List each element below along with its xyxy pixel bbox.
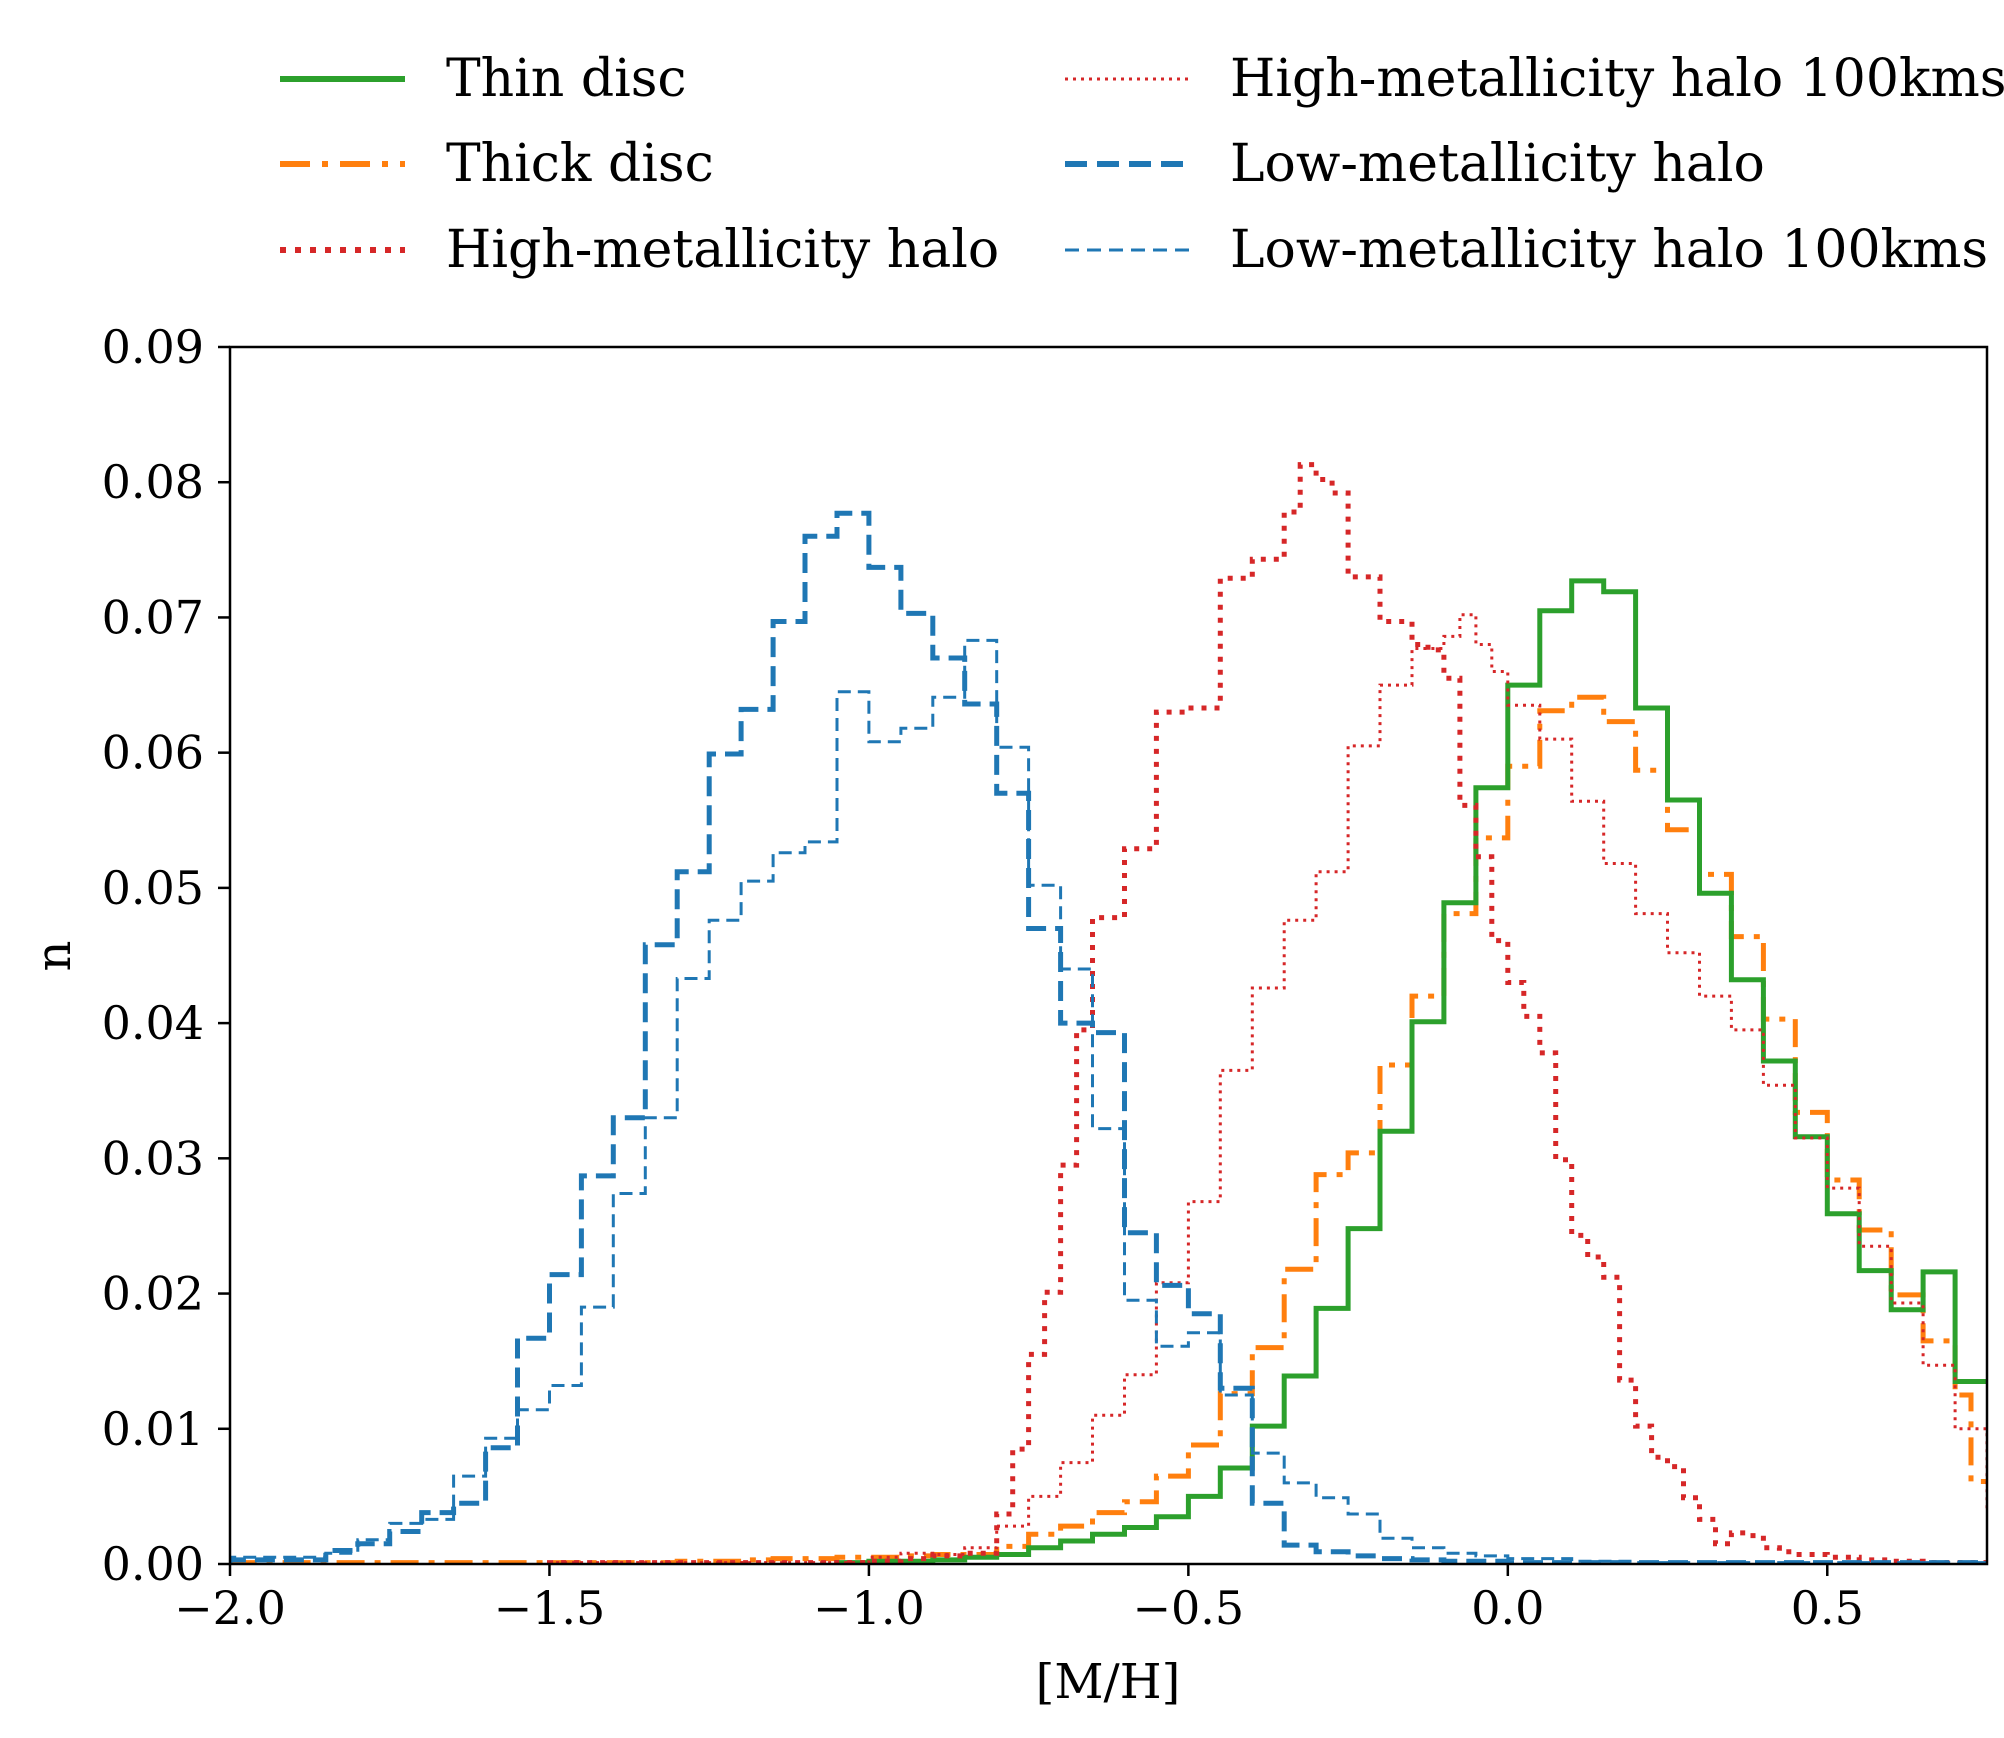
y-tick-label: 0.04	[102, 996, 204, 1050]
y-tick-label: 0.03	[102, 1131, 204, 1185]
legend-entry-high-metallicity-halo-100kms: High-metallicity halo 100kms	[1065, 49, 2004, 109]
y-tick-label: 0.06	[102, 726, 204, 780]
series-line-low-metallicity-halo	[230, 510, 1987, 1564]
y-tick-label: 0.05	[102, 861, 204, 915]
series-line-low-metallicity-halo-100kms	[230, 638, 1987, 1564]
x-tick-label: 0.0	[1471, 1581, 1544, 1635]
plot-frame	[228, 345, 1989, 1566]
x-tick-label: −1.0	[813, 1581, 925, 1635]
legend-label-thick-disc: Thick disc	[446, 134, 714, 194]
legend-label-low-metallicity-halo: Low-metallicity halo	[1230, 134, 1765, 194]
y-tick-label: 0.09	[102, 320, 204, 374]
legend-entry-low-metallicity-halo-100kms: Low-metallicity halo 100kms	[1065, 220, 1988, 280]
y-tick-label: 0.08	[102, 455, 204, 509]
legend-label-high-metallicity-halo-100kms: High-metallicity halo 100kms	[1230, 49, 2004, 109]
x-axis-ticks: −2.0 −1.5 −1.0 −0.5 0.0 0.5	[174, 1564, 1864, 1635]
y-tick-label: 0.07	[102, 590, 204, 644]
x-tick-label: 0.5	[1791, 1581, 1864, 1635]
legend-entry-thin-disc: Thin disc	[280, 49, 687, 109]
x-tick-label: −1.5	[494, 1581, 606, 1635]
legend-entry-thick-disc: Thick disc	[280, 134, 714, 194]
legend-label-low-metallicity-halo-100kms: Low-metallicity halo 100kms	[1230, 220, 1988, 280]
y-tick-label: 0.01	[102, 1402, 204, 1456]
legend-label-thin-disc: Thin disc	[446, 49, 687, 109]
series-line-thin-disc	[834, 578, 1987, 1564]
y-axis-label: n	[26, 941, 82, 972]
series-line-high-metallicity-halo	[547, 462, 1987, 1564]
x-tick-label: −0.5	[1133, 1581, 1245, 1635]
series-line-high-metallicity-halo-100kms	[548, 613, 1987, 1564]
y-axis-ticks: 0.00 0.01 0.02 0.03 0.04 0.05 0.06 0.07 0.08 0.09	[102, 320, 230, 1591]
y-tick-label: 0.02	[102, 1267, 204, 1321]
x-axis-label: [M/H]	[1036, 1654, 1181, 1710]
legend-entry-high-metallicity-halo: High-metallicity halo	[280, 220, 999, 280]
legend-label-high-metallicity-halo: High-metallicity halo	[446, 220, 999, 280]
x-tick-label: −2.0	[174, 1581, 286, 1635]
y-tick-label: 0.00	[102, 1537, 204, 1591]
legend-entry-low-metallicity-halo: Low-metallicity halo	[1065, 134, 1765, 194]
legend: Thin disc Thick disc High-metallicity ha…	[280, 49, 2004, 280]
series-line-thick-disc	[230, 694, 1987, 1564]
series-layer	[230, 462, 1987, 1564]
